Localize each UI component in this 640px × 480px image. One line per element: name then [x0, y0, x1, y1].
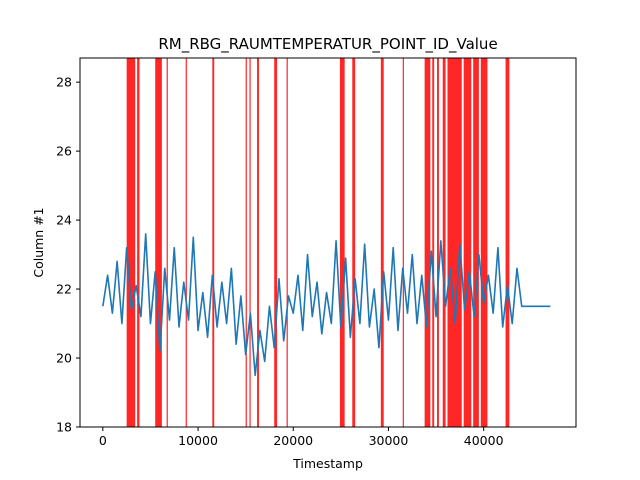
- y-tick-label: 22: [56, 282, 72, 297]
- anomaly-band-10: [286, 58, 288, 427]
- anomaly-band-21: [473, 58, 479, 427]
- anomaly-band-13: [380, 58, 384, 427]
- series-layer: [102, 233, 551, 377]
- anomaly-band-7: [249, 58, 251, 427]
- anomaly-band-23: [505, 58, 510, 427]
- x-tick-label: 0: [99, 433, 107, 448]
- anomaly-band-8: [257, 58, 259, 427]
- anomaly-band-1: [137, 58, 140, 427]
- y-tick-label: 20: [56, 351, 72, 366]
- y-axis: 18 20 22 24 26 28: [56, 75, 80, 435]
- anomaly-band-2: [155, 58, 162, 427]
- anomaly-band-16: [432, 58, 435, 427]
- anomaly-band-11: [339, 58, 345, 427]
- anomaly-band-9: [274, 58, 278, 427]
- anomaly-layer: [126, 58, 510, 427]
- y-tick-label: 24: [56, 213, 72, 228]
- y-tick-label: 26: [56, 144, 72, 159]
- anomaly-band-19: [447, 58, 462, 427]
- anomaly-band-14: [402, 58, 404, 427]
- anomaly-band-17: [437, 58, 439, 427]
- x-axis: 0 10000 20000 30000 40000: [99, 427, 504, 448]
- anomaly-band-4: [185, 58, 187, 427]
- chart-title: RM_RBG_RAUMTEMPERATUR_POINT_ID_Value: [158, 35, 497, 54]
- series-line-0: [102, 233, 551, 377]
- x-tick-label: 20000: [273, 433, 313, 448]
- y-axis-label: Column #1: [31, 207, 46, 277]
- y-tick-label: 28: [56, 75, 72, 90]
- anomaly-band-18: [442, 58, 446, 427]
- x-tick-label: 30000: [369, 433, 409, 448]
- anomaly-band-3: [166, 58, 168, 427]
- plot-frame: [79, 57, 577, 428]
- anomaly-band-22: [480, 58, 488, 427]
- anomaly-band-15: [424, 58, 431, 427]
- anomaly-band-5: [212, 58, 215, 427]
- y-tick-label: 18: [56, 420, 72, 435]
- anomaly-band-6: [245, 58, 247, 427]
- anomaly-band-20: [463, 58, 472, 427]
- anomaly-band-12: [352, 58, 356, 427]
- x-tick-label: 40000: [464, 433, 504, 448]
- x-axis-label: Timestamp: [292, 456, 363, 471]
- x-tick-label: 10000: [178, 433, 218, 448]
- anomaly-band-0: [126, 58, 136, 427]
